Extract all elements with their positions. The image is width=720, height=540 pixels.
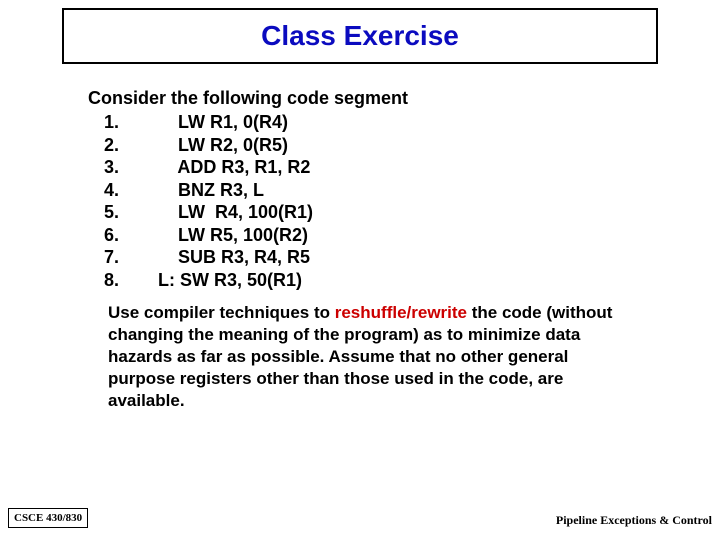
line-number: 2. [88,134,158,157]
code-line: 2. LW R2, 0(R5) [88,134,648,157]
explanation-paragraph: Use compiler techniques to reshuffle/rew… [108,302,628,412]
title-frame: Class Exercise [62,8,658,64]
intro-text: Consider the following code segment [88,88,648,109]
code-line: 1. LW R1, 0(R4) [88,111,648,134]
line-text: L: SW R3, 50(R1) [158,270,302,290]
code-line: 4. BNZ R3, L [88,179,648,202]
body-area: Consider the following code segment 1. L… [88,88,648,291]
line-number: 6. [88,224,158,247]
footer-left: CSCE 430/830 [8,508,88,528]
line-number: 5. [88,201,158,224]
code-list: 1. LW R1, 0(R4)2. LW R2, 0(R5)3. ADD R3,… [88,111,648,291]
line-number: 1. [88,111,158,134]
line-text: ADD R3, R1, R2 [158,157,310,177]
code-line: 3. ADD R3, R1, R2 [88,156,648,179]
line-text: LW R1, 0(R4) [158,112,288,132]
line-text: SUB R3, R4, R5 [158,247,310,267]
line-text: LW R2, 0(R5) [158,135,288,155]
line-number: 4. [88,179,158,202]
footer-right: Pipeline Exceptions & Control [556,513,712,528]
page-title: Class Exercise [261,20,459,52]
line-number: 3. [88,156,158,179]
line-text: LW R4, 100(R1) [158,202,313,222]
code-line: 8.L: SW R3, 50(R1) [88,269,648,292]
code-line: 5. LW R4, 100(R1) [88,201,648,224]
line-number: 7. [88,246,158,269]
explain-pre: Use compiler techniques to [108,303,335,322]
line-text: LW R5, 100(R2) [158,225,308,245]
code-line: 6. LW R5, 100(R2) [88,224,648,247]
code-line: 7. SUB R3, R4, R5 [88,246,648,269]
line-text: BNZ R3, L [158,180,264,200]
explain-highlight: reshuffle/rewrite [335,303,467,322]
line-number: 8. [88,269,158,292]
